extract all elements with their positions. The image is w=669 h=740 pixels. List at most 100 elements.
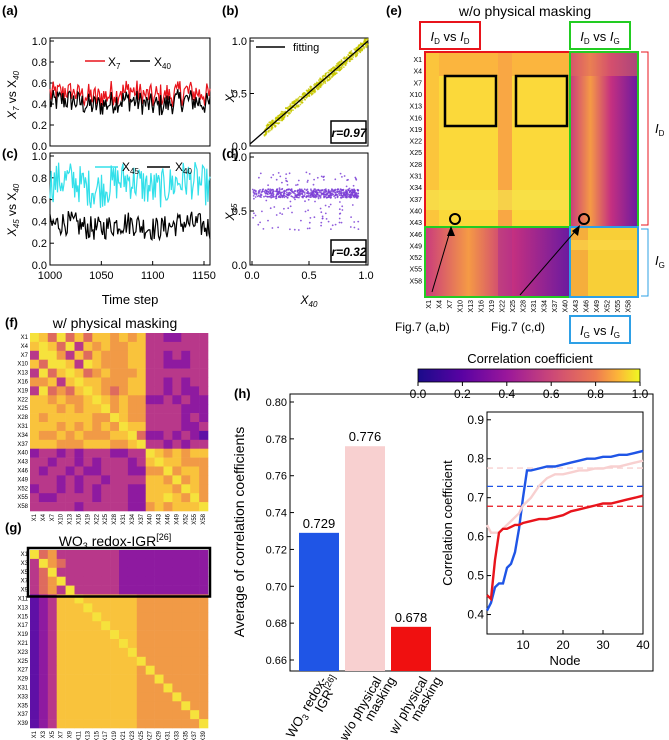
heat-cell: [190, 386, 200, 396]
g-x-tick-label: X5: [50, 730, 56, 738]
heat-cell: [119, 567, 129, 577]
e-y-tick-label: X25: [410, 150, 423, 157]
f-x-tick-label: X7: [50, 513, 56, 521]
heat-cell: [38, 448, 49, 458]
heat-cell: [163, 683, 173, 693]
scatter-point: [347, 189, 350, 192]
heat-cell: [136, 439, 146, 449]
heat-cell: [190, 656, 200, 666]
scatter-point: [356, 196, 359, 199]
heat-cell: [145, 612, 155, 622]
scatter-point: [325, 218, 328, 220]
heat-cell: [145, 683, 155, 693]
scatter-point: [327, 196, 330, 198]
f-x-tick-label: X58: [201, 513, 207, 524]
heat-cell: [172, 377, 182, 387]
heat-cell: [30, 484, 40, 494]
heat-cell: [101, 558, 111, 569]
heat-cell: [127, 386, 138, 396]
heat-cell: [181, 665, 191, 675]
inset-xticks: 10 20 30 40: [516, 630, 650, 652]
g-y-tick-label: X13: [17, 605, 28, 611]
g-x-tick-label: X25: [139, 730, 145, 740]
heat-cell: [127, 665, 138, 675]
scatter-point: [283, 190, 285, 193]
heat-cell: [119, 457, 129, 467]
scatter-point: [353, 48, 356, 50]
heat-cell: [127, 350, 138, 360]
heat-cell: [92, 439, 102, 449]
heat-cell: [163, 466, 173, 476]
scatter-point: [286, 191, 288, 194]
heat-cell: [30, 377, 40, 387]
scatter-point: [333, 72, 335, 75]
heat-cell: [145, 493, 155, 503]
heat-cell: [83, 674, 93, 684]
scatter-point: [313, 216, 316, 219]
heat-cell: [190, 448, 200, 458]
f-y-tick-label: X55: [17, 495, 28, 501]
heat-cell: [136, 701, 146, 711]
heat-cell: [74, 710, 84, 720]
heat-cell: [83, 395, 93, 405]
heat-cell: [56, 341, 66, 352]
heat-cell: [92, 665, 102, 675]
heat-cell: [136, 665, 146, 675]
f-y-tick-label: X58: [17, 504, 28, 510]
scatter-point: [324, 82, 327, 84]
heat-cell: [163, 550, 173, 560]
c-x-tick-label: 1150: [192, 270, 216, 282]
f-y-tick-label: X40: [17, 451, 28, 457]
heat-cell: [127, 377, 138, 387]
scatter-point: [316, 82, 318, 85]
scatter-point: [309, 192, 312, 194]
scatter-point: [307, 209, 309, 212]
scatter-point: [323, 188, 326, 191]
scatter-point: [277, 226, 279, 229]
heat-cell: [56, 386, 66, 396]
scatter-point: [309, 217, 312, 219]
scatter-point: [306, 95, 309, 97]
c-x-tick-label: 1100: [141, 270, 165, 282]
heat-cell: [38, 550, 49, 560]
heat-cell: [83, 377, 93, 387]
heat-cell: [145, 413, 155, 423]
h-y-tick-label: 0.68: [266, 618, 287, 630]
heat-cell: [145, 386, 155, 396]
heat-cell: [56, 639, 66, 649]
heat-cell: [56, 594, 66, 604]
heat-cell: [47, 484, 57, 494]
scatter-point: [343, 57, 346, 60]
a-y-tick-label: 0.0: [32, 141, 47, 153]
scatter-point: [265, 133, 267, 135]
scatter-point: [302, 196, 304, 199]
heat-cell: [119, 550, 129, 560]
heat-cell: [163, 439, 173, 449]
scatter-point: [357, 220, 360, 223]
heat-cell: [47, 585, 57, 595]
scatter-point: [313, 188, 316, 191]
scatter-point: [296, 99, 299, 102]
heat-cell: [199, 368, 209, 378]
a-y-tick-label: 1.0: [32, 36, 47, 48]
scatter-point: [276, 193, 279, 196]
scatter-point: [278, 187, 281, 190]
panel-e-arrow2: Fig.7 (c,d): [491, 320, 545, 334]
heat-cell: [101, 612, 111, 622]
panel-g-yticks: X1 X3 X5 X7 X9 X11 X13 X15 X17 X19 X21 X23 X25 X27 X29…: [17, 552, 28, 727]
heat-cell: [199, 404, 209, 414]
heat-cell: [101, 567, 111, 577]
e-y-tick-label: X28: [410, 162, 423, 169]
h-y-tick-label: 0.74: [266, 508, 287, 520]
scatter-point: [348, 187, 351, 190]
heat-cell: [163, 493, 173, 503]
scatter-point: [301, 101, 304, 104]
scatter-point: [270, 127, 273, 130]
scatter-point: [340, 60, 343, 63]
heat-cell: [65, 647, 75, 658]
scatter-point: [337, 64, 339, 66]
heat-cell: [163, 413, 173, 423]
heat-cell: [199, 430, 209, 441]
heat-cell: [47, 656, 57, 666]
scatter-point: [316, 88, 319, 91]
